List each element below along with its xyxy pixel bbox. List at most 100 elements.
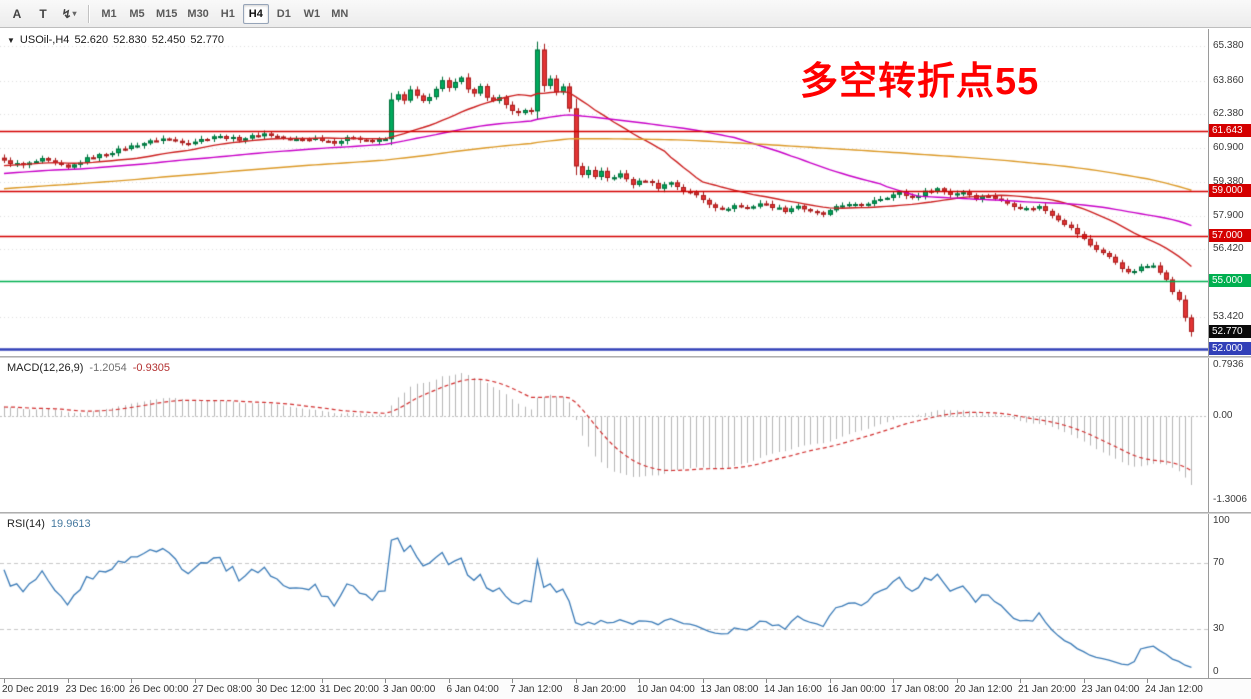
ohlc-high: 52.830 (113, 34, 147, 46)
time-axis-label: 31 Dec 20:00 (319, 684, 380, 695)
time-axis-tick (449, 679, 450, 683)
ohlc-close: 52.770 (190, 34, 225, 46)
price-level-badge: 59.000 (1209, 183, 1251, 197)
time-axis-label: 26 Dec 00:00 (129, 684, 189, 695)
price-axis-tick: 62.380 (1213, 108, 1244, 120)
timeframe-m5[interactable]: M5 (124, 4, 150, 24)
macd-name: MACD(12,26,9) (7, 362, 84, 374)
rsi-axis-tick: 100 (1213, 515, 1230, 526)
symbol-timeframe-label: USOil-,H4 (19, 34, 70, 46)
chart-collapse-icon[interactable]: ▼ (7, 35, 15, 45)
toolbar-button-text[interactable]: T (31, 4, 55, 24)
price-axis-tick: 56.420 (1213, 243, 1244, 255)
time-axis-tick (766, 679, 767, 683)
timeframe-w1[interactable]: W1 (299, 4, 325, 24)
time-axis-label: 20 Jan 12:00 (954, 684, 1013, 695)
time-axis-tick (893, 679, 894, 683)
time-axis-tick (322, 679, 323, 683)
time-axis-separator (0, 678, 1251, 679)
time-axis-tick (385, 679, 386, 683)
price-level-badge: 52.770 (1209, 324, 1251, 338)
ohlc-open: 52.620 (74, 34, 109, 46)
time-axis-tick (1020, 679, 1021, 683)
rsi-indicator-label: RSI(14) 19.9613 (7, 518, 91, 530)
rsi-name: RSI(14) (7, 518, 45, 530)
time-axis-label: 10 Jan 04:00 (637, 684, 695, 695)
timeframe-toolbar: M1 M5 M15 M30 H1 H4 D1 W1 MN (95, 3, 354, 24)
time-axis[interactable]: 20 Dec 2019 23 Dec 16:00 26 Dec 00:00 27 De… (0, 679, 1251, 699)
toolbar-button-annotations[interactable]: A (5, 4, 29, 24)
rsi-value: 19.9613 (50, 518, 91, 530)
rsi-axis-tick: 0 (1213, 666, 1219, 677)
time-axis-label: 23 Jan 04:00 (1081, 684, 1140, 695)
price-axis-tick: 65.380 (1213, 40, 1244, 52)
chart-ohlc-header: ▼ USOil-,H4 52.620 52.830 52.450 52.770 (7, 34, 224, 46)
price-axis[interactable]: 65.380 63.860 62.380 60.900 59.380 57.900 56.4… (1208, 29, 1251, 356)
toolbar-left-buttons: A T ↯ ▾ (4, 4, 82, 24)
time-axis-label: 30 Dec 12:00 (256, 684, 316, 695)
time-axis-label: 27 Dec 08:00 (192, 684, 253, 695)
time-axis-label: 20 Dec 2019 (2, 684, 59, 695)
time-axis-label: 24 Jan 12:00 (1145, 684, 1203, 695)
time-axis-label: 7 Jan 12:00 (510, 684, 563, 695)
price-axis-tick: 60.900 (1213, 141, 1244, 153)
time-axis-tick (830, 679, 831, 683)
time-axis-label: 6 Jan 04:00 (446, 684, 499, 695)
price-level-badge: 61.643 (1209, 123, 1251, 137)
rsi-axis-tick: 70 (1213, 557, 1225, 569)
time-axis-tick (512, 679, 513, 683)
time-axis-label: 17 Jan 08:00 (891, 684, 949, 695)
timeframe-d1[interactable]: D1 (271, 4, 297, 24)
time-axis-label: 3 Jan 00:00 (383, 684, 436, 695)
panel-resize-separator[interactable] (0, 512, 1251, 514)
timeframe-h4[interactable]: H4 (242, 3, 269, 24)
macd-indicator-canvas[interactable] (0, 358, 1208, 512)
price-axis-tick: 57.900 (1213, 209, 1244, 221)
macd-axis-tick: 0.00 (1213, 410, 1233, 422)
timeframe-h1[interactable]: H1 (215, 4, 241, 24)
timeframe-m30[interactable]: M30 (183, 4, 212, 24)
panel-resize-separator[interactable] (0, 356, 1251, 358)
timeframe-mn[interactable]: MN (327, 4, 353, 24)
rsi-axis-tick: 30 (1213, 622, 1225, 634)
time-axis-tick (258, 679, 259, 683)
price-axis-tick: 59.380 (1213, 176, 1244, 188)
time-axis-tick (1147, 679, 1148, 683)
timeframe-m1[interactable]: M1 (96, 4, 122, 24)
macd-main-value: -1.2054 (89, 362, 127, 374)
time-axis-tick (195, 679, 196, 683)
rsi-axis[interactable]: 100 70 30 0 (1208, 514, 1251, 678)
toolbar-button-objects[interactable]: ↯ ▾ (57, 4, 81, 24)
macd-signal-value: -0.9305 (132, 362, 171, 374)
toolbar: A T ↯ ▾ M1 M5 M15 M30 H1 H4 D1 W1 MN (0, 0, 1251, 28)
timeframe-m15[interactable]: M15 (152, 4, 181, 24)
time-axis-tick (703, 679, 704, 683)
time-axis-label: 8 Jan 20:00 (573, 684, 626, 695)
toolbar-separator (88, 4, 89, 23)
price-axis-tick: 53.420 (1213, 311, 1244, 323)
macd-indicator-label: MACD(12,26,9) -1.2054 -0.9305 (7, 362, 170, 374)
time-axis-tick (576, 679, 577, 683)
rsi-indicator-canvas[interactable] (0, 514, 1208, 678)
chart-annotation-text[interactable]: 多空转折点55 (800, 61, 1040, 103)
time-axis-label: 14 Jan 16:00 (764, 684, 822, 695)
price-level-badge: 57.000 (1209, 229, 1251, 243)
price-axis-tick: 63.860 (1213, 74, 1244, 86)
time-axis-label: 21 Jan 20:00 (1018, 684, 1076, 695)
time-axis-tick (639, 679, 640, 683)
time-axis-label: 13 Jan 08:00 (700, 684, 759, 695)
ohlc-low: 52.450 (151, 34, 186, 46)
time-axis-tick (957, 679, 958, 683)
macd-axis-tick: 0.7936 (1213, 358, 1244, 370)
macd-axis-tick: -1.3006 (1213, 494, 1247, 506)
time-axis-label: 16 Jan 00:00 (827, 684, 886, 695)
time-axis-label: 23 Dec 16:00 (65, 684, 126, 695)
price-level-badge: 55.000 (1209, 274, 1251, 288)
time-axis-tick (131, 679, 132, 683)
main-chart-canvas[interactable] (0, 29, 1208, 356)
macd-axis[interactable]: 0.7936 0.00 -1.3006 (1208, 358, 1251, 512)
time-axis-tick (68, 679, 69, 683)
time-axis-tick (4, 679, 5, 683)
price-level-badge: 52.000 (1209, 342, 1251, 356)
